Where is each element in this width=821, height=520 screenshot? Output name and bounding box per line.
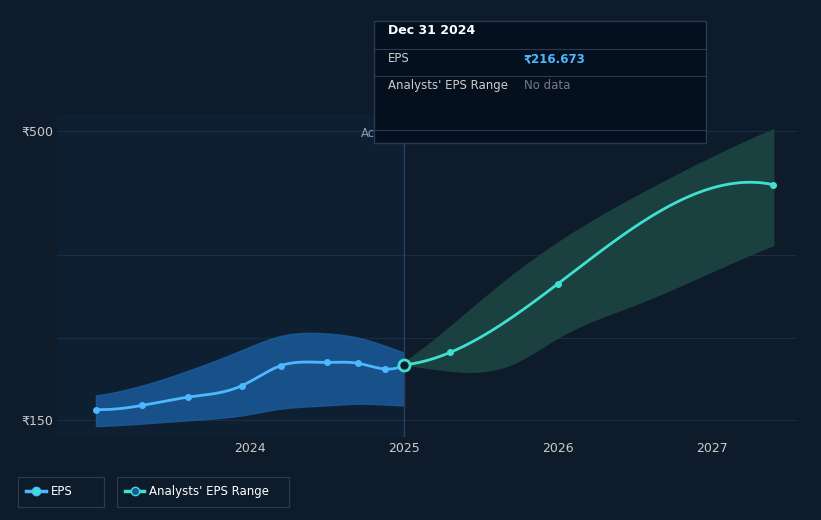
Text: Actual: Actual: [360, 127, 397, 140]
Text: EPS: EPS: [51, 485, 72, 498]
Text: Analysts' EPS Range: Analysts' EPS Range: [149, 485, 269, 498]
Text: Analysts Forecasts: Analysts Forecasts: [410, 127, 520, 140]
Text: EPS: EPS: [388, 53, 410, 66]
Text: ₹216.673: ₹216.673: [524, 53, 585, 66]
Bar: [57, 114, 404, 437]
Text: No data: No data: [524, 80, 570, 93]
Text: Dec 31 2024: Dec 31 2024: [388, 24, 475, 37]
Text: Analysts' EPS Range: Analysts' EPS Range: [388, 80, 508, 93]
